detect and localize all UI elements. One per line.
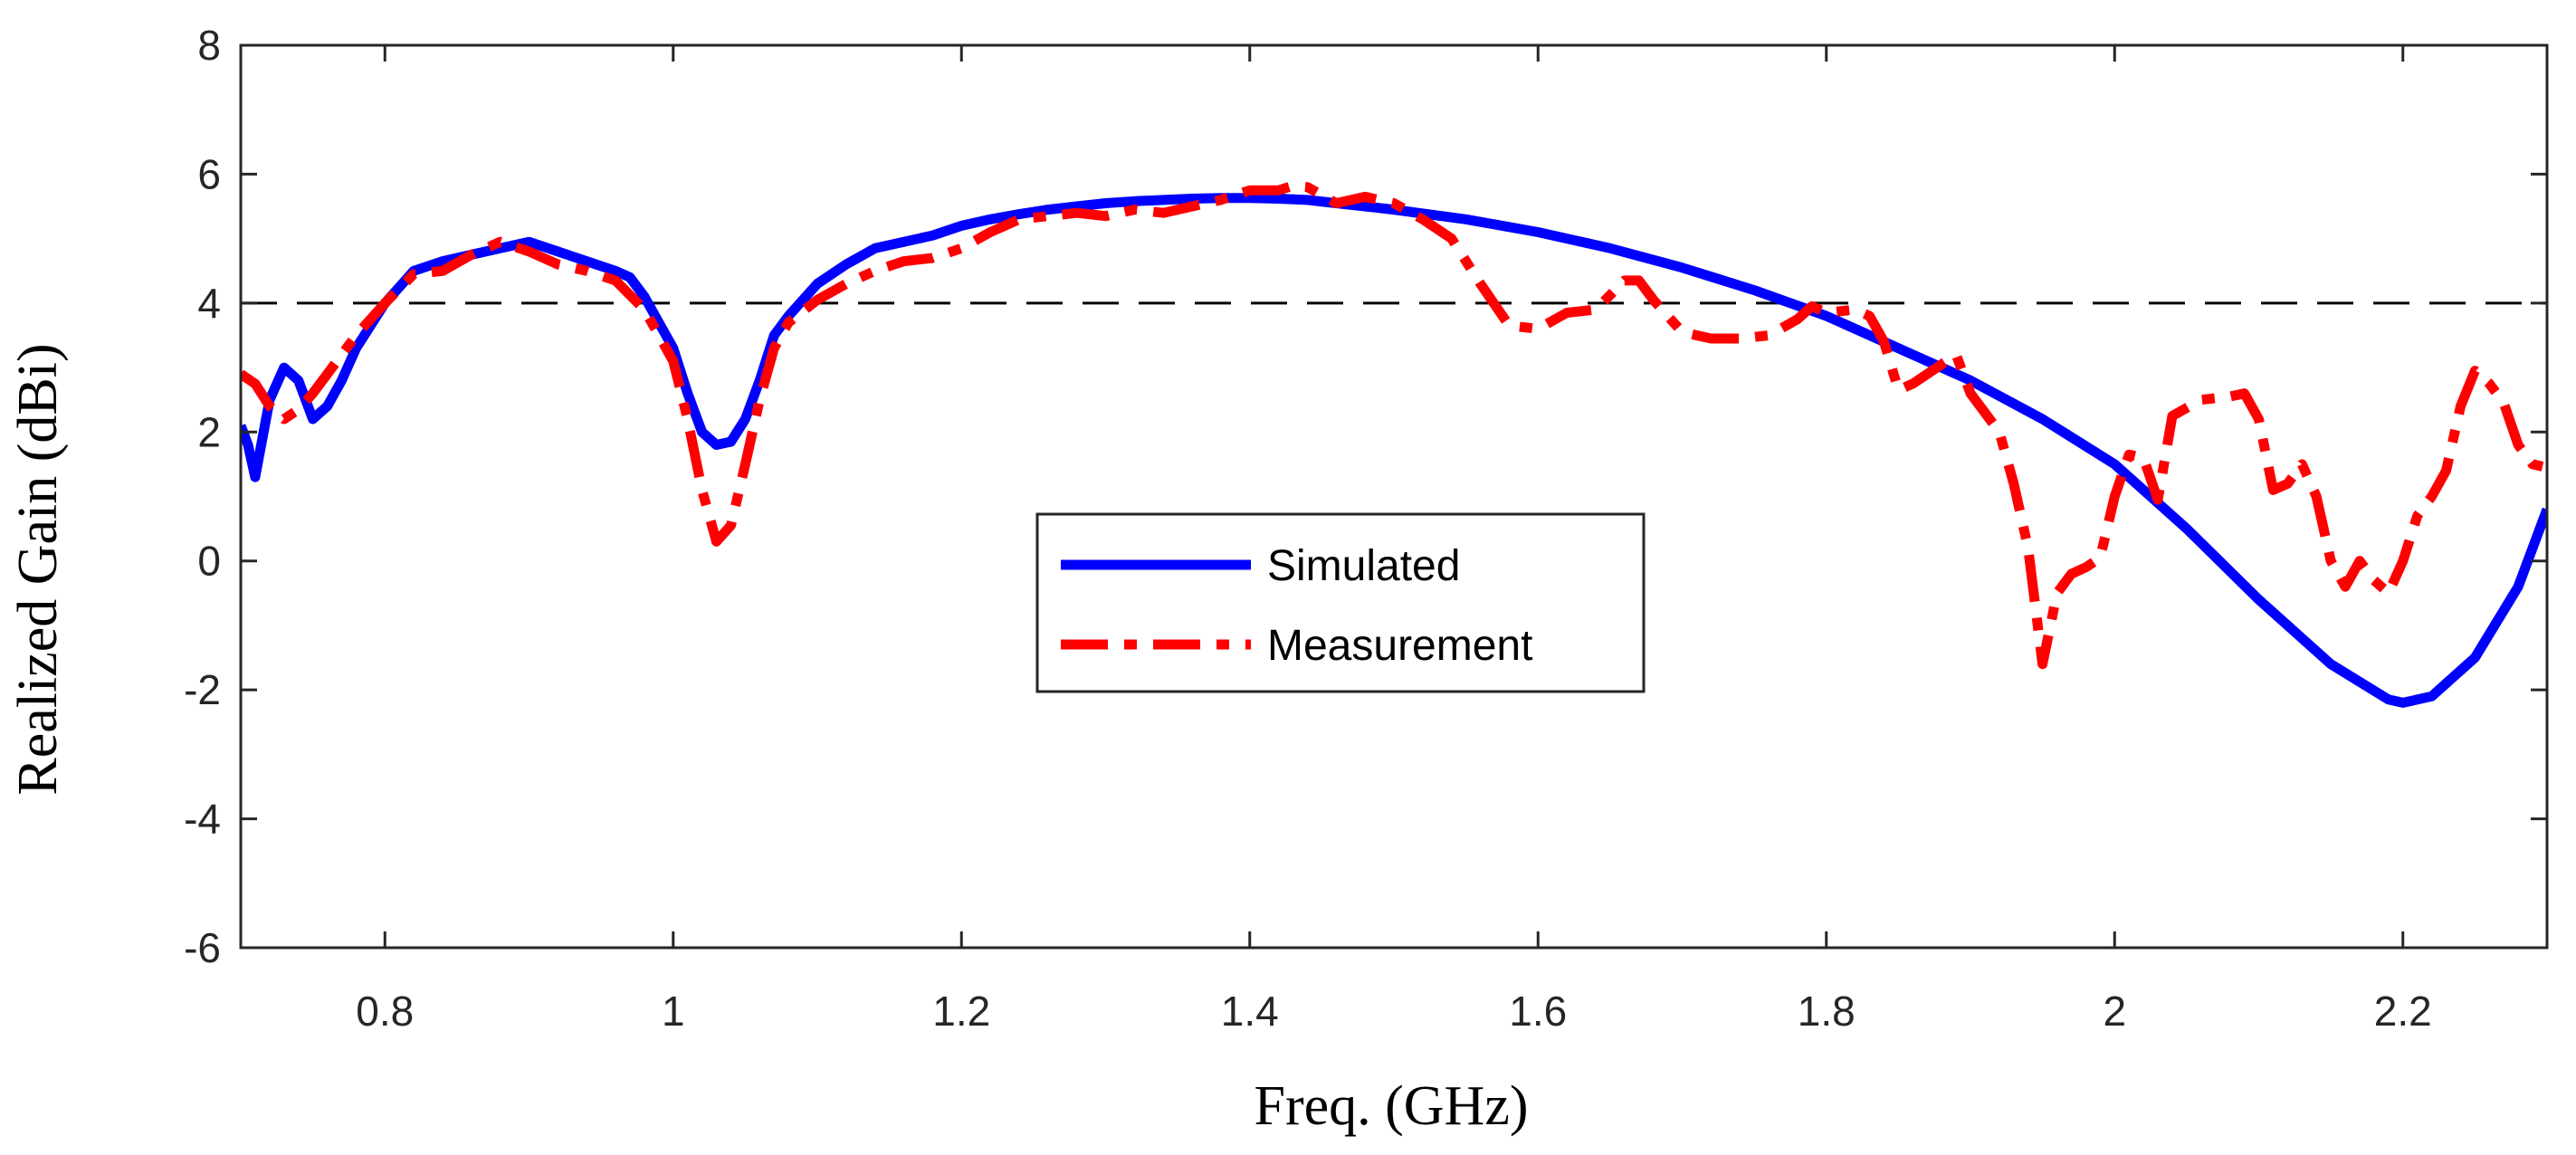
x-tick-label: 2 [2103, 988, 2126, 1035]
y-tick-label: 6 [197, 150, 221, 197]
y-tick-label: 8 [197, 22, 221, 69]
y-tick-label: -4 [184, 796, 221, 843]
axis-ticks [239, 43, 2549, 950]
y-tick-label: 4 [197, 280, 221, 327]
x-tick-label: 1.2 [932, 988, 990, 1035]
y-tick-label: 2 [197, 408, 221, 455]
legend-label-simulated: Simulated [1267, 542, 1460, 590]
x-tick-label: 1.4 [1221, 988, 1279, 1035]
plot-area [241, 45, 2547, 948]
series-line-simulated [241, 193, 2547, 708]
x-tick-label: 1.8 [1798, 988, 1856, 1035]
plot-background [241, 45, 2547, 948]
x-tick-label: 2.2 [2374, 988, 2432, 1035]
y-axis-title: Realized Gain (dBi) [7, 343, 69, 795]
x-tick-label: 1 [662, 988, 685, 1035]
legend-box [1035, 512, 1646, 693]
series-line-measurement [241, 180, 2547, 670]
legend: Simulated Measurement [1035, 512, 1646, 693]
y-tick-label: 0 [197, 538, 221, 585]
x-axis-title: Freq. (GHz) [1254, 1075, 1528, 1137]
x-tick-label: 1.6 [1509, 988, 1567, 1035]
y-tick-label: -2 [184, 666, 221, 713]
x-tick-label: 0.8 [356, 988, 414, 1035]
axes-box [239, 43, 2549, 950]
legend-label-measurement: Measurement [1267, 622, 1532, 670]
axis-tick-labels: 0.8 1 1.2 1.4 1.6 1.8 2 2.2 -6 -4 -2 0 2 4 6 8 [184, 22, 2432, 1035]
y-tick-label: -6 [184, 924, 221, 971]
